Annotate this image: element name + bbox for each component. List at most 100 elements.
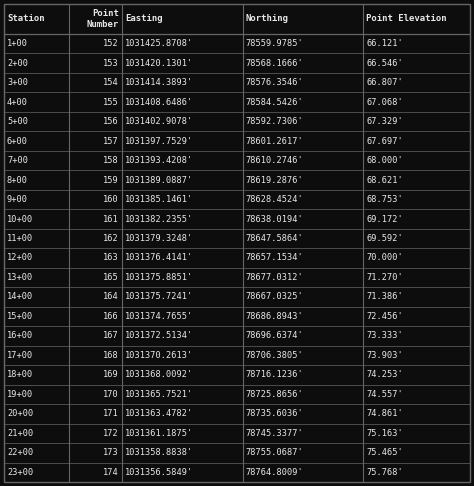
Text: 10+00: 10+00: [7, 214, 33, 224]
Text: 1031372.5134': 1031372.5134': [125, 331, 193, 340]
Text: 69.592': 69.592': [366, 234, 403, 243]
Text: 154: 154: [103, 78, 119, 87]
Text: 174: 174: [103, 468, 119, 477]
Text: 67.329': 67.329': [366, 117, 403, 126]
Text: 78686.8943': 78686.8943': [246, 312, 303, 321]
Text: 78592.7306': 78592.7306': [246, 117, 303, 126]
Text: 75.163': 75.163': [366, 429, 403, 438]
Text: 155: 155: [103, 98, 119, 106]
Text: 1031363.4782': 1031363.4782': [125, 409, 193, 418]
Text: 21+00: 21+00: [7, 429, 33, 438]
Text: 152: 152: [103, 39, 119, 48]
Text: 159: 159: [103, 175, 119, 185]
Text: 78576.3546': 78576.3546': [246, 78, 303, 87]
Text: 2+00: 2+00: [7, 59, 28, 68]
Text: Easting: Easting: [125, 15, 163, 23]
Text: 78696.6374': 78696.6374': [246, 331, 303, 340]
Text: 67.697': 67.697': [366, 137, 403, 146]
Text: 1031408.6486': 1031408.6486': [125, 98, 193, 106]
Text: 1031414.3893': 1031414.3893': [125, 78, 193, 87]
Text: 75.768': 75.768': [366, 468, 403, 477]
Text: 170: 170: [103, 390, 119, 399]
Text: 167: 167: [103, 331, 119, 340]
Text: 75.465': 75.465': [366, 448, 403, 457]
Text: 78601.2617': 78601.2617': [246, 137, 303, 146]
Text: 78677.0312': 78677.0312': [246, 273, 303, 282]
Text: 18+00: 18+00: [7, 370, 33, 380]
Text: 173: 173: [103, 448, 119, 457]
Text: 74.861': 74.861': [366, 409, 403, 418]
Text: 161: 161: [103, 214, 119, 224]
Text: 13+00: 13+00: [7, 273, 33, 282]
Text: 68.753': 68.753': [366, 195, 403, 204]
Text: 1031425.8708': 1031425.8708': [125, 39, 193, 48]
Text: 78568.1666': 78568.1666': [246, 59, 303, 68]
Text: 1031370.2613': 1031370.2613': [125, 351, 193, 360]
Text: 15+00: 15+00: [7, 312, 33, 321]
Text: 7+00: 7+00: [7, 156, 28, 165]
Text: 9+00: 9+00: [7, 195, 28, 204]
Text: 78755.0687': 78755.0687': [246, 448, 303, 457]
Text: 158: 158: [103, 156, 119, 165]
Text: 1031376.4141': 1031376.4141': [125, 254, 193, 262]
Text: 16+00: 16+00: [7, 331, 33, 340]
Text: 74.557': 74.557': [366, 390, 403, 399]
Text: 1031393.4208': 1031393.4208': [125, 156, 193, 165]
Text: 160: 160: [103, 195, 119, 204]
Text: 73.903': 73.903': [366, 351, 403, 360]
Text: 11+00: 11+00: [7, 234, 33, 243]
Text: 1031389.0887': 1031389.0887': [125, 175, 193, 185]
Text: 78559.9785': 78559.9785': [246, 39, 303, 48]
Text: 1031379.3248': 1031379.3248': [125, 234, 193, 243]
Text: 78638.0194': 78638.0194': [246, 214, 303, 224]
Text: 68.000': 68.000': [366, 156, 403, 165]
Text: 78745.3377': 78745.3377': [246, 429, 303, 438]
Text: 23+00: 23+00: [7, 468, 33, 477]
Text: 1031361.1875': 1031361.1875': [125, 429, 193, 438]
Text: Point
Number: Point Number: [87, 9, 119, 29]
Text: 168: 168: [103, 351, 119, 360]
Text: 166: 166: [103, 312, 119, 321]
Text: 78735.6036': 78735.6036': [246, 409, 303, 418]
Text: 5+00: 5+00: [7, 117, 28, 126]
Text: 1031365.7521': 1031365.7521': [125, 390, 193, 399]
Text: 78610.2746': 78610.2746': [246, 156, 303, 165]
Text: 78667.0325': 78667.0325': [246, 293, 303, 301]
Text: 1031375.7241': 1031375.7241': [125, 293, 193, 301]
Text: Station: Station: [7, 15, 45, 23]
Text: 66.807': 66.807': [366, 78, 403, 87]
Text: 1031356.5849': 1031356.5849': [125, 468, 193, 477]
Text: 1031374.7655': 1031374.7655': [125, 312, 193, 321]
Text: 22+00: 22+00: [7, 448, 33, 457]
Text: 14+00: 14+00: [7, 293, 33, 301]
Text: 171: 171: [103, 409, 119, 418]
Text: 78764.8009': 78764.8009': [246, 468, 303, 477]
Text: 70.000': 70.000': [366, 254, 403, 262]
Text: 162: 162: [103, 234, 119, 243]
Text: 67.068': 67.068': [366, 98, 403, 106]
Text: 163: 163: [103, 254, 119, 262]
Text: 66.121': 66.121': [366, 39, 403, 48]
Text: 78647.5864': 78647.5864': [246, 234, 303, 243]
Text: 1031397.7529': 1031397.7529': [125, 137, 193, 146]
Text: 172: 172: [103, 429, 119, 438]
Text: 6+00: 6+00: [7, 137, 28, 146]
Text: 3+00: 3+00: [7, 78, 28, 87]
Text: 78584.5426': 78584.5426': [246, 98, 303, 106]
Text: 1031402.9078': 1031402.9078': [125, 117, 193, 126]
Text: 78619.2876': 78619.2876': [246, 175, 303, 185]
Text: 17+00: 17+00: [7, 351, 33, 360]
Text: 12+00: 12+00: [7, 254, 33, 262]
Text: 78657.1534': 78657.1534': [246, 254, 303, 262]
Text: 20+00: 20+00: [7, 409, 33, 418]
Text: 1031382.2355': 1031382.2355': [125, 214, 193, 224]
Text: 78725.8656': 78725.8656': [246, 390, 303, 399]
Text: 8+00: 8+00: [7, 175, 28, 185]
Text: 157: 157: [103, 137, 119, 146]
Text: Northing: Northing: [246, 15, 289, 23]
Text: 73.333': 73.333': [366, 331, 403, 340]
Text: 78716.1236': 78716.1236': [246, 370, 303, 380]
Text: 68.621': 68.621': [366, 175, 403, 185]
Text: 169: 169: [103, 370, 119, 380]
Text: 71.386': 71.386': [366, 293, 403, 301]
